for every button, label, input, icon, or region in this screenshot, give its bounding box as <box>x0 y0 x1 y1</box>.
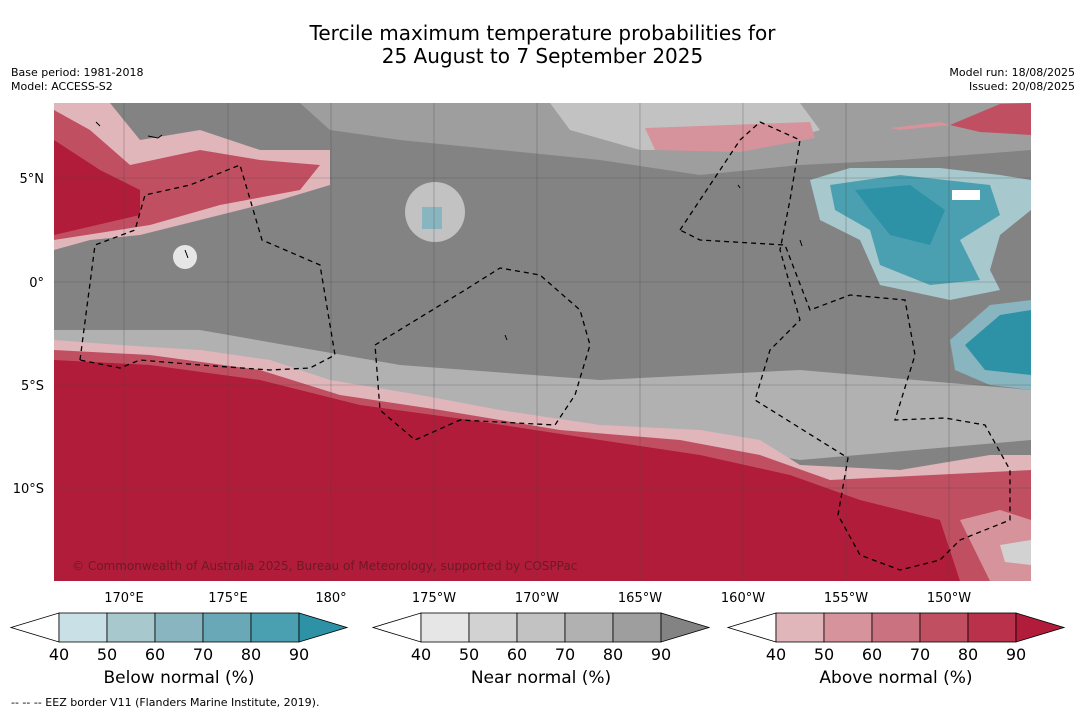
colorbar-tick-label: 90 <box>289 645 309 664</box>
colorbar-min-extend <box>371 612 422 643</box>
colorbar-tick-label: 80 <box>241 645 261 664</box>
lon-label: 165°W <box>618 591 662 606</box>
colorbar: 40 50 60 70 80 90 <box>9 612 349 664</box>
colorbar-min-extend <box>726 612 777 643</box>
lon-labels: 170°E 175°E 180° 175°W 170°W 165°W 160°W… <box>104 591 971 606</box>
colorbar-segment <box>420 612 470 643</box>
colorbar-max-extend <box>298 612 349 643</box>
colorbar-segment <box>154 612 204 643</box>
lat-label: 0° <box>29 276 44 291</box>
colorbar-tick-label: 40 <box>766 645 786 664</box>
below-normal-spot <box>422 207 442 229</box>
colorbar-label-near: Near normal (%) <box>470 668 612 688</box>
colorbar-segment <box>823 612 873 643</box>
map-field: © Commonwealth of Australia 2025, Bureau… <box>54 103 1031 581</box>
colorbar-segment <box>919 612 969 643</box>
colorbar-segment <box>202 612 252 643</box>
lon-label: 175°E <box>208 591 248 606</box>
colorbar-segment <box>468 612 518 643</box>
above-normal-ne <box>950 103 1031 135</box>
lon-label: 170°W <box>515 591 559 606</box>
colorbar-tick-label: 90 <box>651 645 671 664</box>
colorbar-segment <box>106 612 156 643</box>
map-title-line1: Tercile maximum temperature probabilitie… <box>309 21 776 45</box>
eez-footnote: -- -- -- EEZ border V11 (Flanders Marine… <box>11 696 320 709</box>
colorbar-label-above: Above normal (%) <box>819 668 973 688</box>
lon-label: 150°W <box>927 591 971 606</box>
above-normal-north-central <box>645 122 815 152</box>
colorbar-tick-label: 70 <box>555 645 575 664</box>
colorbar-label-below: Below normal (%) <box>103 668 255 688</box>
colorbar-tick-label: 70 <box>910 645 930 664</box>
below-normal-gap <box>952 190 980 200</box>
lon-label: 170°E <box>104 591 144 606</box>
islands <box>95 121 803 341</box>
above-normal-north-small <box>890 122 950 130</box>
above-normal-nw-core <box>54 140 140 235</box>
colorbar-tick-label: 90 <box>1006 645 1026 664</box>
above-normal-south-core <box>54 360 960 581</box>
lat-label: 5°S <box>21 379 44 394</box>
near-normal-band-south <box>54 330 1031 460</box>
map-credit: © Commonwealth of Australia 2025, Bureau… <box>72 559 577 573</box>
colorbar-tick-label: 80 <box>603 645 623 664</box>
colorbar: 40 50 60 70 80 90 <box>371 612 711 664</box>
colorbar-tick-label: 40 <box>49 645 69 664</box>
colorbar-segment <box>250 612 300 643</box>
eez-borders <box>79 121 1011 571</box>
colorbar-segment <box>871 612 921 643</box>
above-normal-se <box>960 510 1031 581</box>
lon-label: 180° <box>315 591 346 606</box>
colorbar-tick-label: 60 <box>507 645 527 664</box>
colorbar-tick-label: 40 <box>411 645 431 664</box>
colorbar-segment <box>564 612 614 643</box>
model-name: Model: ACCESS-S2 <box>11 80 113 93</box>
colorbar-max-extend <box>660 612 711 643</box>
lon-label: 175°W <box>412 591 456 606</box>
colorbar-tick-label: 70 <box>193 645 213 664</box>
lat-labels: 5°N 0° 5°S 10°S <box>13 172 44 497</box>
colorbar-tick-label: 50 <box>814 645 834 664</box>
lat-label: 5°N <box>20 172 45 187</box>
lon-label: 155°W <box>824 591 868 606</box>
colorbar-min-extend <box>9 612 60 643</box>
near-normal-se-spot <box>1000 540 1031 565</box>
colorbars: 40 50 60 70 80 90 40 50 60 70 80 90 40 50 60 70 80 90 <box>9 612 1066 664</box>
colorbar-tick-label: 80 <box>958 645 978 664</box>
colorbar-segment <box>516 612 566 643</box>
colorbar-segment <box>58 612 108 643</box>
meta-right: Model run: 18/08/2025 Issued: 20/08/2025 <box>949 66 1075 94</box>
colorbar-segment <box>612 612 662 643</box>
below-normal-ne-core <box>855 185 945 245</box>
near-normal-spot-small <box>173 245 197 269</box>
colorbar-tick-label: 50 <box>97 645 117 664</box>
issued-date: Issued: 20/08/2025 <box>968 80 1075 93</box>
lon-label: 160°W <box>721 591 765 606</box>
colorbar-tick-label: 50 <box>459 645 479 664</box>
colorbar-max-extend <box>1015 612 1066 643</box>
colorbar-segment <box>967 612 1017 643</box>
graticule <box>54 103 1031 581</box>
meta-left: Base period: 1981-2018 Model: ACCESS-S2 <box>11 66 143 94</box>
colorbar-tick-label: 60 <box>862 645 882 664</box>
below-normal-east-core <box>965 310 1031 375</box>
map-title-line2: 25 August to 7 September 2025 <box>381 44 704 68</box>
base-period: Base period: 1981-2018 <box>11 66 144 79</box>
colorbar-tick-label: 60 <box>145 645 165 664</box>
colorbar: 40 50 60 70 80 90 <box>726 612 1066 664</box>
colorbar-segment <box>775 612 825 643</box>
lat-label: 10°S <box>13 482 44 497</box>
model-run: Model run: 18/08/2025 <box>949 66 1075 79</box>
